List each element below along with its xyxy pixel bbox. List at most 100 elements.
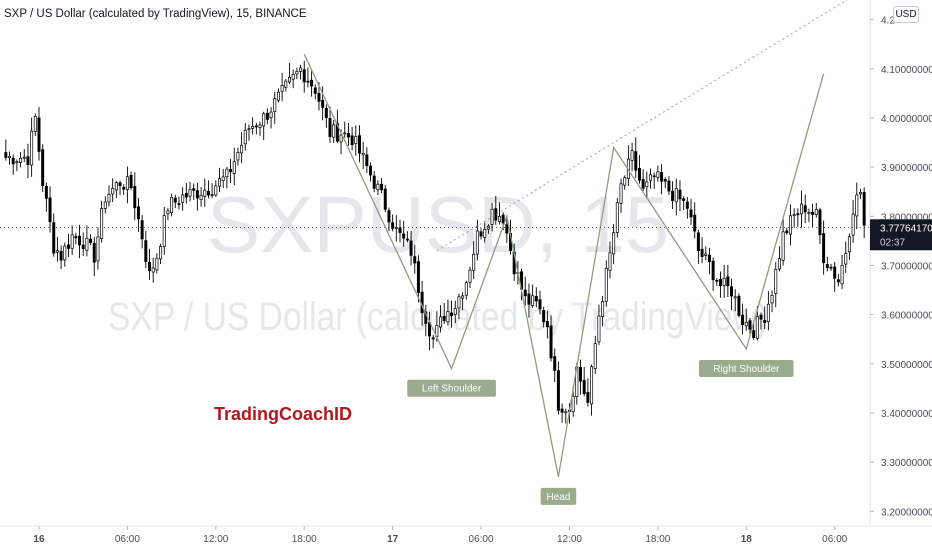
- candle-down[interactable]: [545, 320, 549, 328]
- candle-down[interactable]: [560, 408, 564, 413]
- candle-down[interactable]: [579, 366, 583, 382]
- candle-up[interactable]: [766, 303, 770, 323]
- candle-up[interactable]: [649, 174, 652, 181]
- candle-up[interactable]: [601, 301, 605, 318]
- candle-down[interactable]: [387, 210, 391, 223]
- candle-up[interactable]: [339, 134, 343, 143]
- candle-down[interactable]: [671, 190, 675, 202]
- head-shoulders-pattern-line[interactable]: [303, 53, 825, 477]
- candle-up[interactable]: [166, 210, 170, 215]
- candle-up[interactable]: [807, 212, 811, 214]
- candle-down[interactable]: [144, 240, 148, 262]
- candle-up[interactable]: [531, 295, 535, 306]
- candle-up[interactable]: [100, 208, 104, 240]
- candle-down[interactable]: [416, 261, 420, 293]
- candle-down[interactable]: [752, 330, 756, 338]
- candle-down[interactable]: [741, 314, 745, 326]
- candle-up[interactable]: [858, 192, 862, 195]
- candle-up[interactable]: [630, 150, 634, 161]
- candle-down[interactable]: [586, 392, 590, 403]
- candle-up[interactable]: [590, 366, 594, 405]
- candle-up[interactable]: [63, 245, 67, 261]
- candle-down[interactable]: [818, 209, 822, 236]
- candle-down[interactable]: [811, 211, 815, 215]
- candle-down[interactable]: [538, 299, 542, 310]
- candle-up[interactable]: [225, 168, 229, 178]
- candle-up[interactable]: [33, 116, 37, 132]
- candle-up[interactable]: [125, 176, 129, 190]
- candle-down[interactable]: [37, 117, 41, 152]
- candle-up[interactable]: [162, 215, 166, 247]
- candle-down[interactable]: [129, 174, 133, 189]
- candle-up[interactable]: [704, 253, 708, 256]
- candle-up[interactable]: [159, 246, 163, 260]
- candle-down[interactable]: [380, 183, 384, 191]
- candle-down[interactable]: [133, 186, 137, 209]
- candle-up[interactable]: [332, 124, 336, 138]
- candle-down[interactable]: [759, 314, 763, 320]
- candle-down[interactable]: [328, 118, 332, 138]
- dotted-trendline[interactable]: [436, 0, 932, 252]
- candle-up[interactable]: [475, 230, 479, 255]
- candle-down[interactable]: [383, 188, 387, 210]
- candle-down[interactable]: [372, 175, 376, 189]
- candle-down[interactable]: [413, 256, 417, 264]
- candle-down[interactable]: [678, 189, 682, 200]
- candle-down[interactable]: [92, 242, 96, 263]
- candle-up[interactable]: [210, 194, 214, 196]
- candle-down[interactable]: [206, 190, 210, 196]
- candle-down[interactable]: [523, 289, 527, 297]
- candle-up[interactable]: [280, 84, 284, 92]
- candle-down[interactable]: [785, 230, 789, 234]
- candle-up[interactable]: [291, 74, 295, 80]
- candle-down[interactable]: [302, 69, 306, 83]
- candle-up[interactable]: [604, 268, 608, 302]
- candle-down[interactable]: [707, 254, 711, 262]
- currency-button[interactable]: USD: [893, 6, 919, 23]
- candle-up[interactable]: [151, 267, 155, 273]
- candle-up[interactable]: [490, 208, 494, 225]
- candle-down[interactable]: [494, 208, 498, 221]
- candle-up[interactable]: [30, 130, 34, 166]
- candle-down[interactable]: [346, 133, 350, 138]
- candle-down[interactable]: [553, 356, 557, 371]
- candle-up[interactable]: [376, 183, 380, 191]
- candle-up[interactable]: [96, 236, 100, 262]
- candle-down[interactable]: [265, 112, 269, 120]
- candle-down[interactable]: [89, 238, 93, 243]
- candle-down[interactable]: [317, 93, 321, 102]
- candle-down[interactable]: [41, 149, 45, 186]
- candle-up[interactable]: [269, 111, 273, 118]
- candle-up[interactable]: [251, 126, 255, 129]
- candle-down[interactable]: [726, 276, 730, 287]
- candle-up[interactable]: [788, 215, 792, 235]
- candle-up[interactable]: [439, 316, 443, 328]
- candle-up[interactable]: [755, 316, 759, 339]
- candle-down[interactable]: [450, 312, 454, 317]
- candle-down[interactable]: [398, 227, 402, 233]
- candle-up[interactable]: [497, 215, 501, 222]
- candle-down[interactable]: [730, 286, 734, 297]
- candle-down[interactable]: [693, 214, 697, 232]
- candle-down[interactable]: [667, 180, 671, 192]
- candle-up[interactable]: [354, 136, 358, 144]
- candle-down[interactable]: [556, 370, 560, 411]
- candle-up[interactable]: [85, 237, 89, 251]
- candle-down[interactable]: [748, 320, 752, 330]
- candle-down[interactable]: [136, 206, 140, 220]
- candle-down[interactable]: [424, 311, 428, 324]
- candle-down[interactable]: [195, 190, 199, 199]
- candle-up[interactable]: [623, 177, 627, 186]
- candle-down[interactable]: [140, 220, 144, 240]
- candle-down[interactable]: [833, 266, 837, 279]
- candle-up[interactable]: [70, 234, 74, 249]
- candle-down[interactable]: [479, 231, 483, 237]
- candle-down[interactable]: [66, 244, 70, 249]
- candle-up[interactable]: [615, 202, 619, 233]
- candle-down[interactable]: [836, 279, 840, 283]
- candle-up[interactable]: [619, 183, 623, 204]
- candle-up[interactable]: [855, 194, 859, 217]
- candle-up[interactable]: [15, 161, 19, 164]
- candle-up[interactable]: [656, 171, 660, 178]
